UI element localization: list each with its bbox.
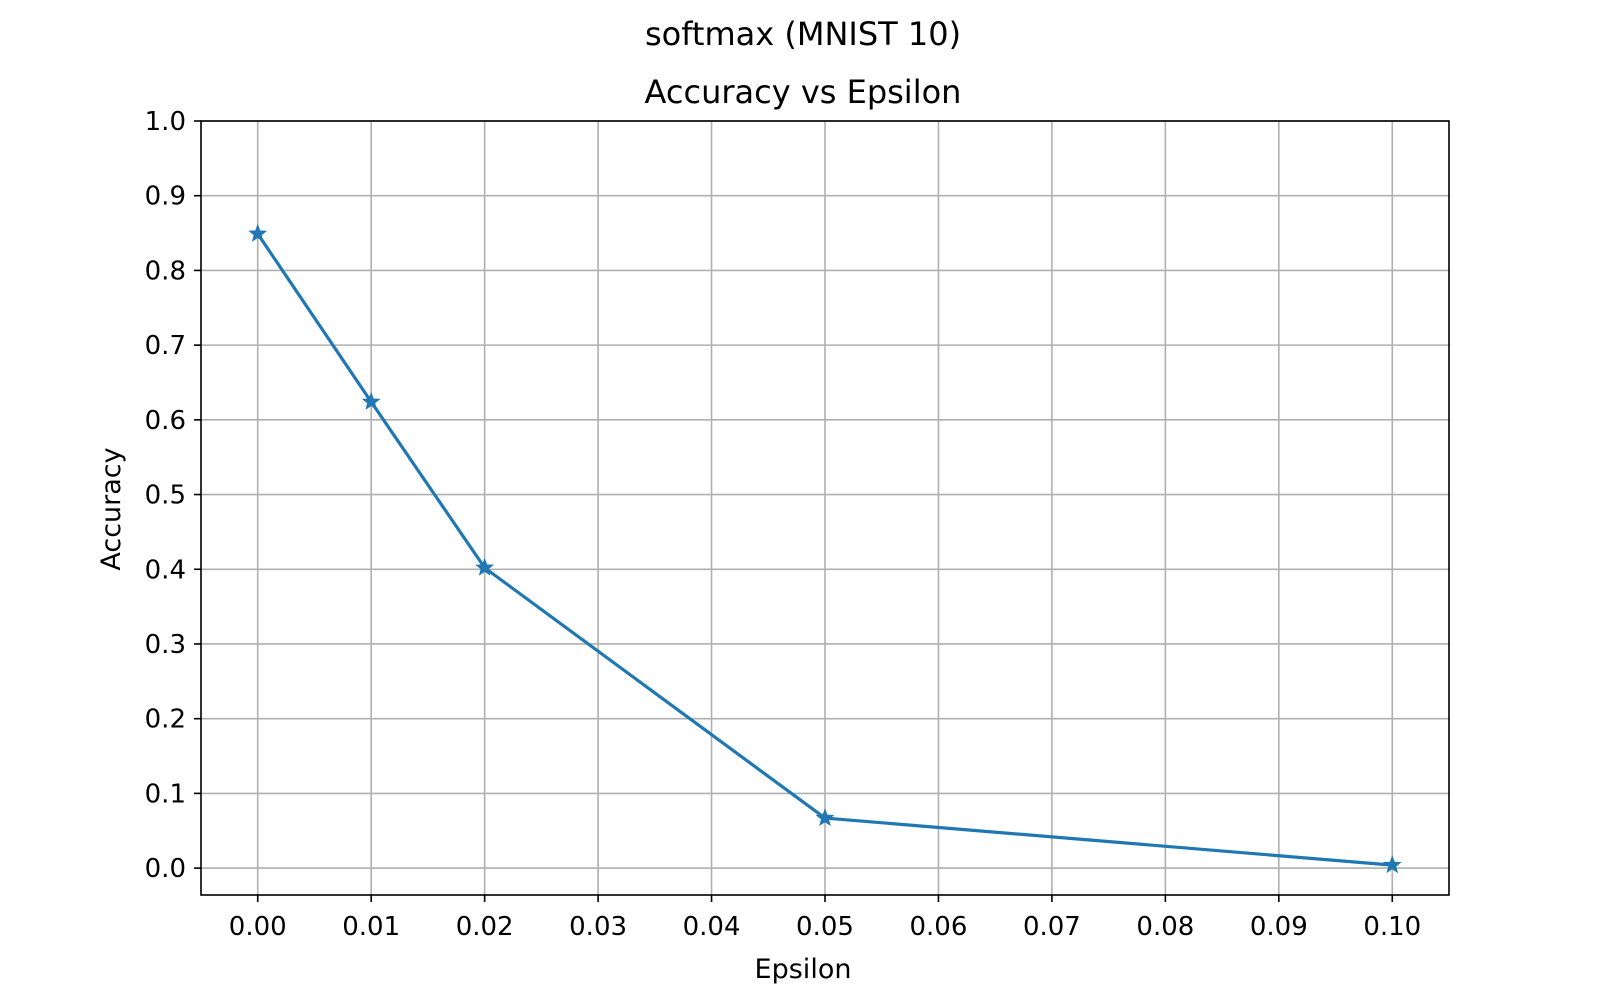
y-tick-label: 0.7 xyxy=(145,331,186,361)
x-tick-label: 0.03 xyxy=(569,912,627,942)
x-tick-label: 0.05 xyxy=(796,912,854,942)
x-tick-label: 0.01 xyxy=(342,912,400,942)
x-axis-ticks: 0.00 0.01 0.02 0.03 0.04 0.05 0.06 0.07 0.08 0.09… xyxy=(229,895,1421,942)
figure-suptitle: softmax (MNIST 10) xyxy=(645,15,961,53)
x-tick-label: 0.06 xyxy=(910,912,968,942)
y-tick-label: 0.0 xyxy=(145,854,186,884)
data-point xyxy=(475,557,495,576)
x-tick-label: 0.07 xyxy=(1023,912,1081,942)
y-tick-label: 0.8 xyxy=(145,256,186,286)
x-tick-label: 0.02 xyxy=(456,912,514,942)
data-point xyxy=(1382,855,1402,874)
x-tick-label: 0.08 xyxy=(1136,912,1194,942)
x-tick-label: 0.00 xyxy=(229,912,287,942)
x-tick-label: 0.04 xyxy=(683,912,741,942)
y-tick-label: 0.5 xyxy=(145,481,186,511)
x-tick-label: 0.10 xyxy=(1363,912,1421,942)
y-tick-label: 0.4 xyxy=(145,555,186,585)
data-point xyxy=(815,808,835,827)
y-tick-label: 1.0 xyxy=(145,107,186,137)
x-axis-label: Epsilon xyxy=(755,954,852,985)
y-tick-label: 0.2 xyxy=(145,705,186,735)
chart-title: Accuracy vs Epsilon xyxy=(645,73,962,111)
y-axis-label: Accuracy xyxy=(96,447,127,570)
y-tick-label: 0.6 xyxy=(145,406,186,436)
y-axis-ticks: 0.0 0.1 0.2 0.3 0.4 0.5 0.6 0.7 0.8 0.9 1.0 xyxy=(145,107,201,884)
y-tick-label: 0.3 xyxy=(145,630,186,660)
data-point xyxy=(248,223,268,242)
series-group xyxy=(248,223,1402,874)
y-tick-label: 0.1 xyxy=(145,779,186,809)
x-tick-label: 0.09 xyxy=(1250,912,1308,942)
data-point xyxy=(361,391,381,410)
y-tick-label: 0.9 xyxy=(145,182,186,212)
